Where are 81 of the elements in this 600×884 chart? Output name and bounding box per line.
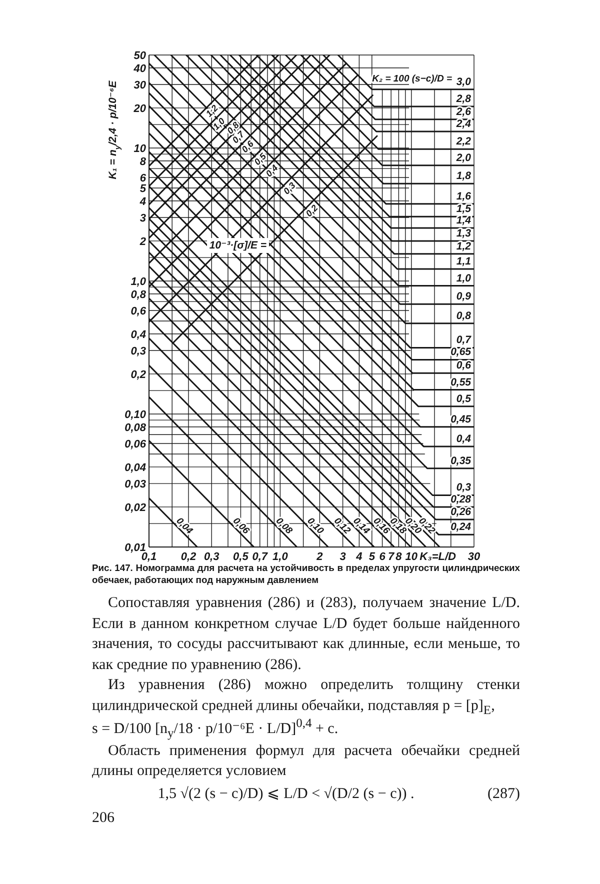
y-tick-label: 30 <box>134 79 147 92</box>
series-label: 2,0 <box>455 152 472 164</box>
y-tick-label: 6 <box>140 172 147 184</box>
series-label: 0,55 <box>450 376 472 388</box>
text: 0,10 <box>305 515 326 537</box>
x-tick-label: 30 <box>468 550 481 563</box>
series-label: 2,4 <box>455 118 472 130</box>
x-tick-label: 0,5 <box>233 550 250 563</box>
y-tick-label: 0,02 <box>124 502 146 514</box>
series-label: 0,3 <box>456 482 472 494</box>
series-label: 0,45 <box>450 413 472 426</box>
x-axis-title: K₃=L/D <box>420 551 456 563</box>
x-tick-label: 3 <box>340 550 346 563</box>
y-tick-label: 2 <box>138 236 146 248</box>
text: 0,12 <box>332 515 354 537</box>
y-tick-label: 0,3 <box>130 345 146 358</box>
y-tick-label: 5 <box>140 182 147 195</box>
x-tick-label: 2 <box>316 550 323 563</box>
text: Область применения формул для расчета обечайки средней длины определяется условием <box>92 742 520 782</box>
text: (287) <box>488 786 520 802</box>
series-label: 0,7 <box>456 334 472 346</box>
series-label: 1,4 <box>456 214 472 227</box>
annotation: 10⁻³·[σ]/E = <box>209 239 267 252</box>
x-tick-label: 0,7 <box>252 550 268 563</box>
y-tick-label: 0,10 <box>124 408 147 421</box>
x-tick-label: 8 <box>396 550 403 563</box>
series-label: 1,2 <box>456 240 472 252</box>
text: 0,08 <box>274 515 296 537</box>
text: 1,2 <box>204 102 220 119</box>
x-tick-label: 10 <box>405 550 418 563</box>
y-tick-label: 0,8 <box>130 288 147 301</box>
text: 0,04 <box>174 515 196 537</box>
x-tick-label: 4 <box>355 550 362 563</box>
series-label: 2,8 <box>455 93 472 106</box>
y-tick-label: 0,06 <box>124 438 147 450</box>
series-label: 1,8 <box>456 170 472 182</box>
x-tick-label: 1,0 <box>272 550 289 563</box>
y-tick-label: 1,0 <box>130 276 147 288</box>
y-tick-label: 0,2 <box>130 368 146 381</box>
x-tick-label: 0,2 <box>180 550 196 563</box>
series-label: 0,26 <box>450 506 472 518</box>
annotation: K₂ = 100 (s−c)/D = <box>372 72 452 84</box>
series-label: 1,1 <box>456 256 472 268</box>
y-tick-label: 20 <box>132 102 147 115</box>
series-label: 0,8 <box>456 310 472 322</box>
series-label: 1,0 <box>456 272 472 284</box>
series-label: 2,2 <box>455 136 472 148</box>
y-tick-label: 4 <box>138 196 146 208</box>
text: 0,06 <box>230 515 252 537</box>
series-label: 1,5 <box>456 203 472 216</box>
y-tick-label: 0,6 <box>130 305 147 318</box>
series-label: 0,6 <box>456 360 472 372</box>
series-label: 0,24 <box>450 521 472 534</box>
text: s = D/100 [n$_{у}$/18 · p/10⁻⁶E · L/D]$^{0,4}$ + c. <box>92 716 340 741</box>
series-label: 0,4 <box>456 432 472 445</box>
text: 0,2 <box>304 202 320 219</box>
y-tick-label: 0,03 <box>124 478 146 490</box>
text: 0,14 <box>351 515 372 537</box>
text: 1,5 √(2 (s − c)/D) ⩽ L/D < √(D/2 (s − c)) . <box>158 786 414 802</box>
text: Рис. 147. Номограмма для расчета на устойчивость в пределах упругости цилиндрических обечаек, работающих под наружным давлением <box>92 562 520 586</box>
x-tick-label: 6 <box>379 550 386 563</box>
x-tick-label: 5 <box>368 550 376 563</box>
y-tick-label: 0,4 <box>130 328 146 341</box>
y-tick-label: 50 <box>134 50 147 62</box>
x-tick-label: 7 <box>388 550 396 563</box>
x-tick-label: 0,3 <box>204 550 220 563</box>
y-tick-label: 10 <box>134 142 147 155</box>
y-tick-label: 3 <box>140 212 146 224</box>
series-label: 1,3 <box>456 227 472 240</box>
text: 206 <box>92 808 116 828</box>
y-tick-label: 0,08 <box>124 422 147 434</box>
text: Сопоставляя уравнения (286) и (283), получаем значение L/D. Если в данном конкретном случае L/D будет больше найденного значения, то сосуды рассчитывают как длинные, если меньше, то как средние по уравнению (286). <box>92 594 520 675</box>
series-label: 0,9 <box>456 290 472 303</box>
series-label: 0,5 <box>456 392 472 405</box>
series-label: 2,6 <box>455 106 472 118</box>
y-tick-label: 8 <box>140 156 147 168</box>
series-label: 1,6 <box>456 190 472 202</box>
series-label: 0,35 <box>450 454 472 467</box>
y-tick-label: 0,04 <box>124 462 146 474</box>
y-tick-label: 40 <box>132 62 147 75</box>
series-label: 3,0 <box>456 76 472 88</box>
